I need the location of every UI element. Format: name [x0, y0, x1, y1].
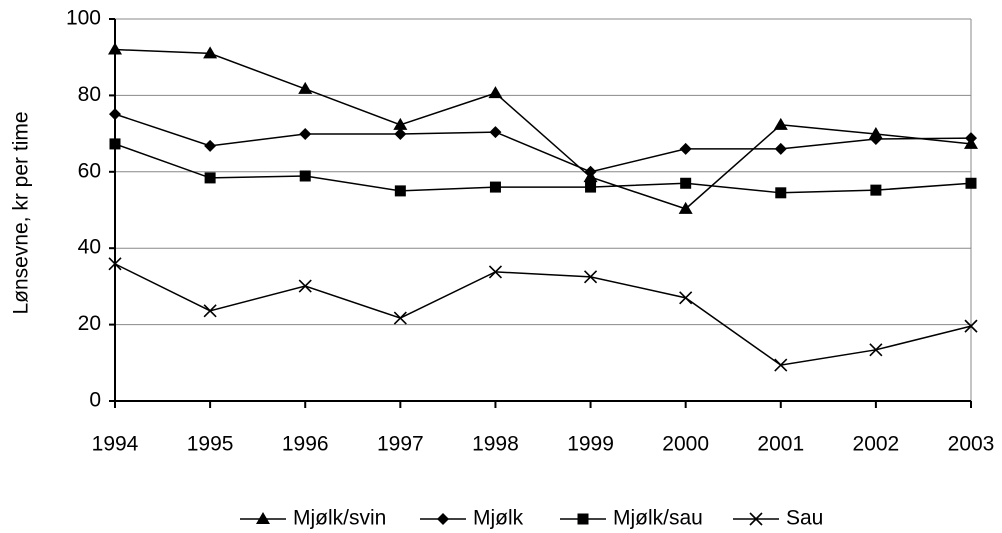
marker	[964, 319, 978, 333]
marker	[108, 42, 122, 55]
marker	[869, 343, 883, 357]
y-tick-label: 80	[78, 83, 101, 106]
marker	[393, 117, 408, 130]
x-tick-label: 1999	[567, 433, 614, 456]
legend-label: Sau	[786, 507, 823, 530]
marker	[965, 177, 977, 189]
legend-label: Mjølk	[473, 507, 524, 530]
x-tick-label: 1997	[377, 433, 424, 456]
marker	[109, 138, 121, 150]
line	[114, 143, 972, 194]
legend-label: Mjølk/sau	[613, 507, 703, 530]
y-tick-label: 60	[78, 159, 101, 182]
y-axis-label: Lønsevne, kr per time	[10, 111, 33, 314]
marker	[204, 139, 217, 152]
x-tick-label: 2002	[853, 433, 900, 456]
x-tick-label: 1998	[472, 433, 519, 456]
marker	[393, 311, 407, 325]
marker	[437, 513, 449, 525]
marker	[680, 177, 692, 189]
marker	[394, 127, 407, 140]
marker	[585, 181, 597, 193]
marker	[203, 304, 217, 318]
x-tick-label: 1995	[187, 433, 234, 456]
y-tick-label: 40	[78, 236, 101, 259]
marker	[256, 512, 270, 524]
y-tick-label: 0	[89, 389, 101, 412]
marker	[584, 165, 597, 178]
line	[114, 113, 972, 173]
marker	[678, 201, 693, 214]
marker	[488, 86, 503, 99]
marker	[394, 185, 406, 197]
marker	[679, 291, 693, 305]
x-tick-label: 1996	[282, 433, 329, 456]
marker	[775, 187, 787, 199]
marker	[774, 358, 788, 372]
marker	[203, 46, 218, 59]
marker	[298, 279, 312, 293]
marker	[583, 270, 598, 284]
y-tick-label: 20	[78, 312, 101, 335]
marker	[299, 170, 311, 182]
marker	[774, 142, 787, 155]
marker	[204, 172, 216, 184]
x-tick-label: 1994	[92, 433, 139, 456]
line	[114, 263, 972, 366]
marker	[489, 126, 502, 139]
marker	[869, 132, 882, 145]
marker	[679, 142, 692, 155]
marker	[488, 265, 503, 279]
marker	[299, 127, 312, 140]
y-tick-label: 100	[66, 7, 101, 30]
x-tick-label: 2001	[757, 433, 804, 456]
marker	[965, 132, 977, 145]
marker	[773, 117, 788, 130]
marker	[108, 257, 122, 271]
marker	[489, 181, 501, 193]
marker	[577, 513, 589, 525]
marker	[870, 184, 882, 196]
marker	[109, 108, 121, 121]
x-tick-label: 2000	[662, 433, 709, 456]
legend-label: Mjølk/svin	[293, 507, 386, 530]
marker	[298, 81, 313, 94]
line	[114, 48, 972, 210]
x-tick-label: 2003	[948, 433, 995, 456]
marker	[749, 512, 763, 526]
